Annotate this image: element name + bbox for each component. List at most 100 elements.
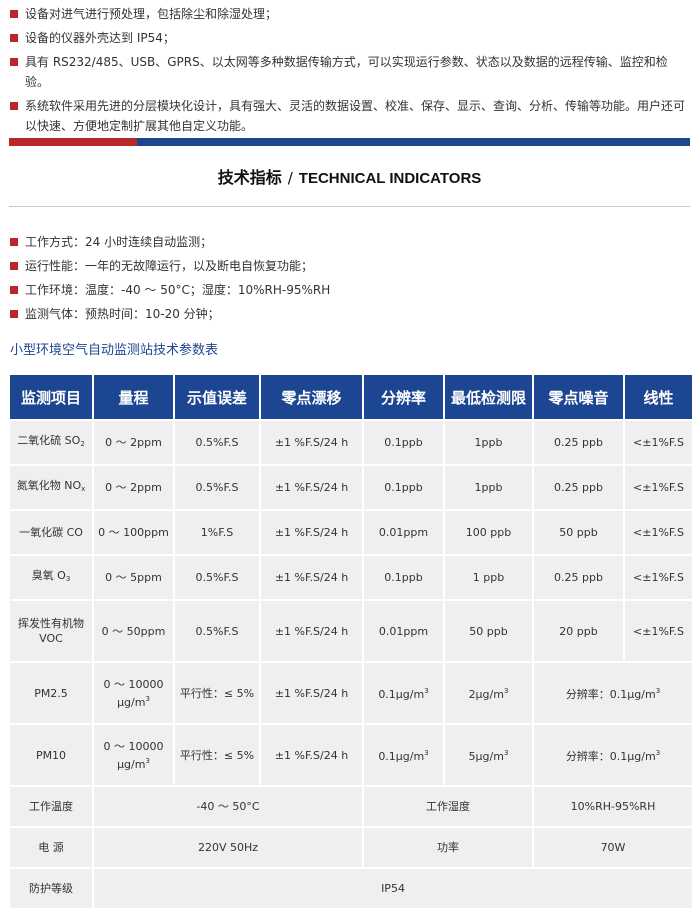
bullet-square-icon [10, 286, 18, 294]
cell-value: -40 ～ 50°C [94, 787, 362, 826]
feature-text: 设备对进气进行预处理，包括除尘和除湿处理； [25, 7, 278, 21]
table-row: 臭氧 O3 0 ～ 5ppm 0.5%F.S ±1 %F.S/24 h 0.1p… [10, 556, 692, 599]
feature-item: 具有 RS232/485、USB、GPRS、以太网等多种数据传输方式，可以实现运… [10, 52, 690, 92]
table-caption: 小型环境空气自动监测站技术参数表 [10, 343, 219, 358]
feature-item: 系统软件采用先进的分层模块化设计，具有强大、灵活的数据设置、校准、保存、显示、查… [10, 96, 690, 136]
cell-linearity: <±1%F.S [625, 421, 692, 464]
indicator-text: 监测气体：预热时间：10-20 分钟； [25, 307, 220, 321]
cell-item: PM10 [10, 725, 92, 785]
section-title-slash: / [287, 169, 293, 187]
cell-lod: 1ppb [445, 421, 532, 464]
cell-range: 0 ～ 100ppm [94, 511, 173, 554]
cell-extra-resolution: 分辨率：0.1μg/m3 [534, 663, 692, 723]
cell-drift: ±1 %F.S/24 h [261, 421, 362, 464]
section-divider-bar [9, 138, 690, 146]
feature-text: 具有 RS232/485、USB、GPRS、以太网等多种数据传输方式，可以实现运… [25, 55, 668, 89]
cell-error: 平行性：≤ 5% [175, 663, 259, 723]
cell-drift: ±1 %F.S/24 h [261, 556, 362, 599]
cell-label: 工作温度 [10, 787, 92, 826]
feature-text: 设备的仪器外壳达到 IP54； [25, 31, 175, 45]
cell-value: 220V 50Hz [94, 828, 362, 867]
indicator-item: 监测气体：预热时间：10-20 分钟； [10, 304, 690, 324]
feature-item: 设备对进气进行预处理，包括除尘和除湿处理； [10, 4, 690, 24]
cell-resolution: 0.1ppb [364, 556, 443, 599]
cell-linearity: <±1%F.S [625, 601, 692, 661]
bullet-square-icon [10, 262, 18, 270]
cell-error: 0.5%F.S [175, 556, 259, 599]
col-header-error: 示值误差 [175, 375, 259, 419]
table-row: 电 源 220V 50Hz 功率 70W [10, 828, 692, 867]
cell-error: 平行性：≤ 5% [175, 725, 259, 785]
cell-resolution: 0.1ppb [364, 421, 443, 464]
divider-blue-segment [137, 138, 690, 146]
feature-list: 设备对进气进行预处理，包括除尘和除湿处理； 设备的仪器外壳达到 IP54； 具有… [10, 4, 690, 140]
cell-error: 0.5%F.S [175, 466, 259, 509]
cell-label: 防护等级 [10, 869, 92, 908]
indicator-item: 工作方式：24 小时连续自动监测； [10, 232, 690, 252]
cell-lod: 50 ppb [445, 601, 532, 661]
table-row: PM2.5 0 ～ 10000 μg/m3 平行性：≤ 5% ±1 %F.S/24… [10, 663, 692, 723]
table-row: 二氧化硫 SO2 0 ～ 2ppm 0.5%F.S ±1 %F.S/24 h 0… [10, 421, 692, 464]
cell-value: IP54 [94, 869, 692, 908]
feature-item: 设备的仪器外壳达到 IP54； [10, 28, 690, 48]
cell-linearity: <±1%F.S [625, 466, 692, 509]
cell-value-2: 10%RH-95%RH [534, 787, 692, 826]
cell-resolution: 0.01ppm [364, 601, 443, 661]
indicator-item: 工作环境：温度：-40 ～ 50°C；湿度：10%RH-95%RH [10, 280, 690, 300]
cell-linearity: <±1%F.S [625, 556, 692, 599]
cell-lod: 1ppb [445, 466, 532, 509]
col-header-linearity: 线性 [625, 375, 692, 419]
table-row: PM10 0 ～ 10000 μg/m3 平行性：≤ 5% ±1 %F.S/24 … [10, 725, 692, 785]
section-title-en: TECHNICAL INDICATORS [298, 170, 482, 187]
cell-drift: ±1 %F.S/24 h [261, 511, 362, 554]
col-header-item: 监测项目 [10, 375, 92, 419]
cell-resolution: 0.1μg/m3 [364, 725, 443, 785]
bullet-square-icon [10, 102, 18, 110]
table-row: 一氧化碳 CO 0 ～ 100ppm 1%F.S ±1 %F.S/24 h 0.… [10, 511, 692, 554]
indicator-text: 工作环境：温度：-40 ～ 50°C；湿度：10%RH-95%RH [25, 283, 331, 297]
bullet-square-icon [10, 58, 18, 66]
col-header-drift: 零点漂移 [261, 375, 362, 419]
cell-range: 0 ～ 5ppm [94, 556, 173, 599]
cell-range: 0 ～ 10000 μg/m3 [94, 725, 173, 785]
cell-resolution: 0.01ppm [364, 511, 443, 554]
bullet-square-icon [10, 238, 18, 246]
cell-range: 0 ～ 2ppm [94, 421, 173, 464]
cell-range: 0 ～ 10000 μg/m3 [94, 663, 173, 723]
section-title-underline [9, 206, 690, 207]
cell-noise: 0.25 ppb [534, 556, 623, 599]
cell-noise: 0.25 ppb [534, 421, 623, 464]
indicator-text: 运行性能：一年的无故障运行，以及断电自恢复功能； [25, 259, 314, 273]
cell-lod: 1 ppb [445, 556, 532, 599]
table-header-row: 监测项目 量程 示值误差 零点漂移 分辨率 最低检测限 零点噪音 线性 [10, 375, 692, 419]
cell-noise: 0.25 ppb [534, 466, 623, 509]
cell-drift: ±1 %F.S/24 h [261, 601, 362, 661]
cell-drift: ±1 %F.S/24 h [261, 725, 362, 785]
cell-label-2: 功率 [364, 828, 532, 867]
cell-item: 氮氧化物 NOx [10, 466, 92, 509]
cell-resolution: 0.1ppb [364, 466, 443, 509]
indicator-item: 运行性能：一年的无故障运行，以及断电自恢复功能； [10, 256, 690, 276]
cell-item: 臭氧 O3 [10, 556, 92, 599]
cell-drift: ±1 %F.S/24 h [261, 663, 362, 723]
cell-lod: 100 ppb [445, 511, 532, 554]
table-row: 防护等级 IP54 [10, 869, 692, 908]
cell-drift: ±1 %F.S/24 h [261, 466, 362, 509]
table-row: 挥发性有机物 VOC 0 ～ 50ppm 0.5%F.S ±1 %F.S/24 … [10, 601, 692, 661]
bullet-square-icon [10, 10, 18, 18]
cell-error: 0.5%F.S [175, 421, 259, 464]
bullet-square-icon [10, 34, 18, 42]
cell-error: 0.5%F.S [175, 601, 259, 661]
cell-linearity: <±1%F.S [625, 511, 692, 554]
cell-item: 挥发性有机物 VOC [10, 601, 92, 661]
section-title: 技术指标 / TECHNICAL INDICATORS [9, 164, 690, 188]
cell-value-2: 70W [534, 828, 692, 867]
cell-noise: 50 ppb [534, 511, 623, 554]
section-title-cn: 技术指标 [217, 168, 282, 187]
cell-resolution: 0.1μg/m3 [364, 663, 443, 723]
indicator-text: 工作方式：24 小时连续自动监测； [25, 235, 213, 249]
col-header-resolution: 分辨率 [364, 375, 443, 419]
cell-range: 0 ～ 50ppm [94, 601, 173, 661]
feature-text: 系统软件采用先进的分层模块化设计，具有强大、灵活的数据设置、校准、保存、显示、查… [25, 99, 686, 133]
cell-error: 1%F.S [175, 511, 259, 554]
